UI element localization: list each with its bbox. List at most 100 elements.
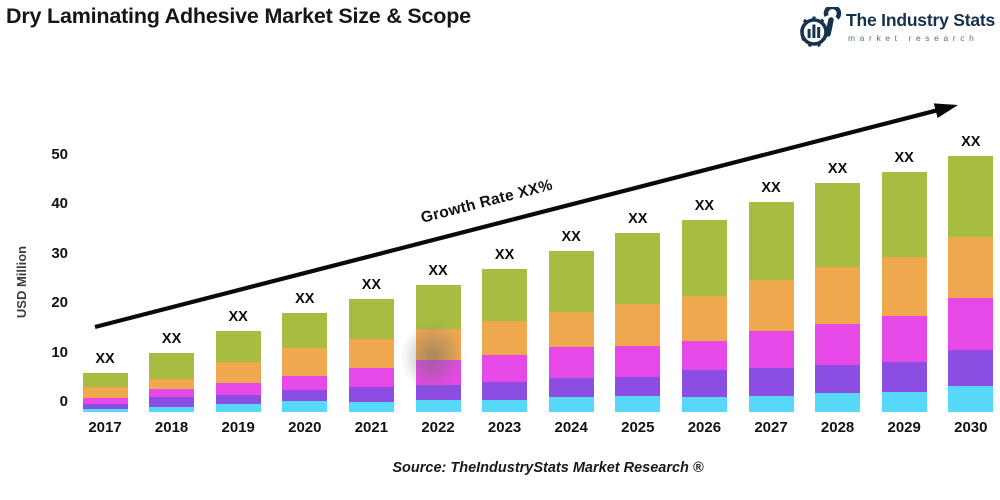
- x-tick-label: 2018: [154, 419, 189, 436]
- bar-segment-segment-4-orange: [615, 304, 661, 347]
- x-tick-label: 2027: [754, 419, 788, 436]
- bar-segment-segment-1-cyan: [282, 401, 328, 412]
- x-tick-label: 2028: [820, 419, 855, 436]
- stacked-bar-2023: [482, 269, 528, 412]
- bar-segment-segment-5-green: [815, 183, 861, 268]
- bar-segment-segment-2-purple: [948, 349, 994, 386]
- x-tick-label: 2026: [687, 419, 722, 436]
- logo-tagline: market research: [848, 33, 979, 43]
- x-tick-label: 2021: [354, 419, 389, 436]
- logo: The Industry Stats market research: [797, 7, 995, 49]
- x-tick-label: 2022: [421, 419, 455, 436]
- bar-segment-segment-3-magenta: [615, 346, 661, 378]
- stacked-bar-2024: [548, 251, 594, 412]
- y-tick-label: 50: [51, 146, 68, 163]
- bar-segment-segment-5-green: [482, 269, 528, 322]
- y-tick-label: 20: [51, 294, 68, 312]
- stacked-bar-2030: [948, 156, 994, 412]
- bar-segment-segment-1-cyan: [548, 397, 594, 412]
- bar-segment-segment-2-purple: [548, 378, 594, 398]
- bar-value-label: XX: [628, 211, 648, 228]
- stacked-bar-2027: [748, 202, 794, 412]
- bar-segment-segment-4-orange: [149, 379, 195, 390]
- bar-segment-segment-5-green: [348, 299, 394, 340]
- bar-segment-segment-5-green: [82, 373, 128, 388]
- y-tick-label: 10: [51, 343, 68, 361]
- bar-value-label: XX: [694, 197, 715, 214]
- bar-segment-segment-4-orange: [681, 295, 727, 341]
- bar-value-label: XX: [228, 308, 248, 325]
- stacked-bar-2025: [615, 233, 661, 412]
- bar-segment-segment-1-cyan: [415, 400, 461, 412]
- bar-value-label: XX: [95, 351, 115, 368]
- bar-value-label: XX: [894, 150, 914, 167]
- bar-segment-segment-3-magenta: [548, 347, 594, 379]
- bar-value-label: XX: [361, 277, 382, 294]
- bar-segment-segment-4-orange: [881, 257, 927, 317]
- bar-segment-segment-5-green: [681, 219, 727, 296]
- y-tick-label: 30: [51, 244, 68, 262]
- gear-wrench-bars-icon: [800, 7, 842, 48]
- bar-value-label: XX: [961, 134, 981, 151]
- x-tick-label: 2017: [88, 419, 122, 436]
- shadow-artifact: [402, 322, 464, 392]
- bar-segment-segment-5-green: [748, 202, 794, 281]
- bar-segment-segment-3-magenta: [748, 330, 794, 369]
- bar-segment-segment-1-cyan: [149, 407, 195, 412]
- bar-segment-segment-4-orange: [748, 280, 794, 331]
- bar-segment-segment-5-green: [215, 330, 261, 363]
- stacked-bar-2017: [82, 373, 128, 412]
- bar-segment-segment-3-magenta: [948, 297, 994, 350]
- bar-value-label: XX: [428, 263, 448, 280]
- x-tick-label: 2020: [288, 419, 322, 436]
- stacked-bar-2020: [282, 313, 328, 412]
- bar-segment-segment-2-purple: [748, 368, 794, 397]
- page-title: Dry Laminating Adhesive Market Size & Sc…: [6, 4, 471, 28]
- bar-segment-segment-1-cyan: [615, 396, 661, 412]
- x-tick-label: 2023: [487, 419, 522, 436]
- bar-segment-segment-1-cyan: [815, 393, 861, 412]
- bar-segment-segment-4-orange: [348, 339, 394, 368]
- bar-segment-segment-2-purple: [82, 404, 128, 409]
- x-tick-label: 2019: [221, 419, 255, 436]
- bar-segment-segment-1-cyan: [948, 385, 994, 412]
- x-tick-label: 2029: [887, 419, 921, 436]
- bar-segment-segment-3-magenta: [881, 316, 927, 363]
- bar-segment-segment-1-cyan: [748, 396, 794, 412]
- bar-segment-segment-4-orange: [482, 321, 528, 356]
- y-tick-label: 40: [51, 195, 68, 213]
- bar-segment-segment-2-purple: [815, 365, 861, 394]
- bar-segment-segment-5-green: [948, 156, 994, 238]
- bar-segment-segment-5-green: [149, 353, 195, 380]
- bar-segment-segment-2-purple: [681, 369, 727, 398]
- bar-segment-segment-5-green: [548, 251, 594, 313]
- bar-segment-segment-2-purple: [482, 382, 528, 401]
- logo-text: The Industry Stats market research: [846, 7, 995, 43]
- bar-segment-segment-3-magenta: [215, 383, 261, 396]
- bar-value-label: XX: [161, 331, 182, 348]
- bar-segment-segment-3-magenta: [815, 324, 861, 366]
- x-tick-label: 2025: [621, 419, 655, 436]
- bar-segment-segment-1-cyan: [881, 392, 927, 412]
- source-note: Source: TheIndustryStats Market Research…: [392, 460, 704, 476]
- stacked-bar-2018: [149, 353, 195, 412]
- bar-segment-segment-2-purple: [215, 395, 261, 405]
- x-tick-label: 2024: [554, 419, 588, 436]
- bar-segment-segment-1-cyan: [215, 404, 261, 412]
- logo-name: The Industry Stats: [846, 10, 996, 30]
- bar-segment-segment-4-orange: [215, 362, 261, 384]
- bar-value-label: XX: [494, 247, 515, 264]
- growth-annotation: Growth Rate XX%: [419, 177, 554, 227]
- bar-value-label: XX: [827, 161, 848, 178]
- bar-segment-segment-3-magenta: [149, 389, 195, 398]
- bar-segment-segment-2-purple: [881, 362, 927, 393]
- bar-segment-segment-2-purple: [348, 387, 394, 403]
- bar-value-label: XX: [761, 180, 781, 197]
- bar-segment-segment-1-cyan: [681, 397, 727, 412]
- stacked-bar-2028: [815, 183, 861, 412]
- y-tick-label: 0: [59, 393, 68, 410]
- bar-segment-segment-1-cyan: [82, 409, 128, 412]
- bar-segment-segment-5-green: [615, 233, 661, 305]
- bar-segment-segment-3-magenta: [482, 355, 528, 383]
